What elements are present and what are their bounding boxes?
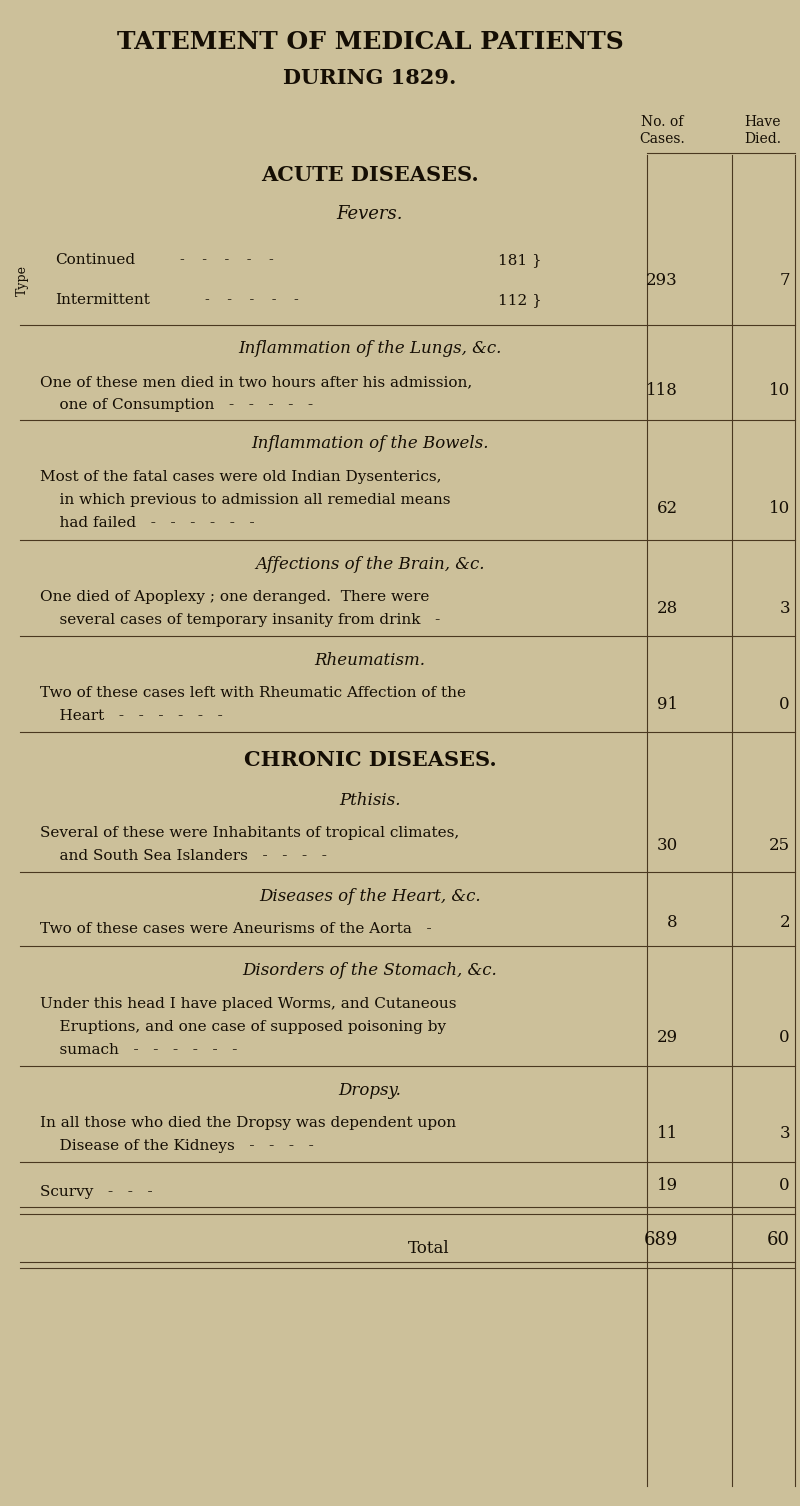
Text: -    -    -    -    -: - - - - - xyxy=(180,253,274,267)
Text: had failed   -   -   -   -   -   -: had failed - - - - - - xyxy=(40,517,254,530)
Text: and South Sea Islanders   -   -   -   -: and South Sea Islanders - - - - xyxy=(40,849,327,863)
Text: 7: 7 xyxy=(779,271,790,289)
Text: sumach   -   -   -   -   -   -: sumach - - - - - - xyxy=(40,1044,238,1057)
Text: Died.: Died. xyxy=(745,133,782,146)
Text: Intermittent: Intermittent xyxy=(55,294,150,307)
Text: Under this head I have placed Worms, and Cutaneous: Under this head I have placed Worms, and… xyxy=(40,997,457,1011)
Text: Diseases of the Heart, &c.: Diseases of the Heart, &c. xyxy=(259,889,481,905)
Text: one of Consumption   -   -   -   -   -: one of Consumption - - - - - xyxy=(40,398,313,413)
Text: 10: 10 xyxy=(769,381,790,399)
Text: Scurvy   -   -   -: Scurvy - - - xyxy=(40,1185,153,1199)
Text: 10: 10 xyxy=(769,500,790,517)
Text: 0: 0 xyxy=(779,1030,790,1047)
Text: 29: 29 xyxy=(657,1030,678,1047)
Text: in which previous to admission all remedial means: in which previous to admission all remed… xyxy=(40,492,450,508)
Text: Disease of the Kidneys   -   -   -   -: Disease of the Kidneys - - - - xyxy=(40,1139,314,1154)
Text: Eruptions, and one case of supposed poisoning by: Eruptions, and one case of supposed pois… xyxy=(40,1020,446,1035)
Text: 62: 62 xyxy=(657,500,678,517)
Text: 8: 8 xyxy=(667,914,678,931)
Text: Inflammation of the Lungs, &c.: Inflammation of the Lungs, &c. xyxy=(238,340,502,357)
Text: Affections of the Brain, &c.: Affections of the Brain, &c. xyxy=(255,556,485,572)
Text: Heart   -   -   -   -   -   -: Heart - - - - - - xyxy=(40,709,222,723)
Text: 181 }: 181 } xyxy=(498,253,542,267)
Text: 2: 2 xyxy=(779,914,790,931)
Text: 28: 28 xyxy=(657,599,678,616)
Text: Dropsy.: Dropsy. xyxy=(338,1081,402,1099)
Text: 60: 60 xyxy=(767,1230,790,1248)
Text: 25: 25 xyxy=(769,836,790,854)
Text: CHRONIC DISEASES.: CHRONIC DISEASES. xyxy=(244,750,496,770)
Text: 0: 0 xyxy=(779,1176,790,1193)
Text: DURING 1829.: DURING 1829. xyxy=(283,68,457,87)
Text: Most of the fatal cases were old Indian Dysenterics,: Most of the fatal cases were old Indian … xyxy=(40,470,442,483)
Text: -    -    -    -    -: - - - - - xyxy=(205,294,298,307)
Text: Type: Type xyxy=(15,265,29,295)
Text: 112 }: 112 } xyxy=(498,294,542,307)
Text: Inflammation of the Bowels.: Inflammation of the Bowels. xyxy=(251,435,489,452)
Text: 3: 3 xyxy=(779,599,790,616)
Text: Several of these were Inhabitants of tropical climates,: Several of these were Inhabitants of tro… xyxy=(40,825,459,840)
Text: 689: 689 xyxy=(643,1230,678,1248)
Text: ACUTE DISEASES.: ACUTE DISEASES. xyxy=(261,166,479,185)
Text: 19: 19 xyxy=(657,1176,678,1193)
Text: Pthisis.: Pthisis. xyxy=(339,792,401,809)
Text: Cases.: Cases. xyxy=(639,133,685,146)
Text: 293: 293 xyxy=(646,271,678,289)
Text: Have: Have xyxy=(745,114,782,130)
Text: Fevers.: Fevers. xyxy=(337,205,403,223)
Text: One of these men died in two hours after his admission,: One of these men died in two hours after… xyxy=(40,375,472,389)
Text: No. of: No. of xyxy=(641,114,683,130)
Text: Disorders of the Stomach, &c.: Disorders of the Stomach, &c. xyxy=(242,962,498,979)
Text: 11: 11 xyxy=(657,1125,678,1142)
Text: Total: Total xyxy=(408,1239,450,1258)
Text: TATEMENT OF MEDICAL PATIENTS: TATEMENT OF MEDICAL PATIENTS xyxy=(117,30,623,54)
Text: 3: 3 xyxy=(779,1125,790,1142)
Text: 91: 91 xyxy=(657,696,678,712)
Text: several cases of temporary insanity from drink   -: several cases of temporary insanity from… xyxy=(40,613,440,626)
Text: 30: 30 xyxy=(657,836,678,854)
Text: Continued: Continued xyxy=(55,253,135,267)
Text: Two of these cases were Aneurisms of the Aorta   -: Two of these cases were Aneurisms of the… xyxy=(40,922,432,937)
Text: Two of these cases left with Rheumatic Affection of the: Two of these cases left with Rheumatic A… xyxy=(40,687,466,700)
Text: 118: 118 xyxy=(646,381,678,399)
Text: In all those who died the Dropsy was dependent upon: In all those who died the Dropsy was dep… xyxy=(40,1116,456,1130)
Text: Rheumatism.: Rheumatism. xyxy=(314,652,426,669)
Text: One died of Apoplexy ; one deranged.  There were: One died of Apoplexy ; one deranged. The… xyxy=(40,590,430,604)
Text: 0: 0 xyxy=(779,696,790,712)
